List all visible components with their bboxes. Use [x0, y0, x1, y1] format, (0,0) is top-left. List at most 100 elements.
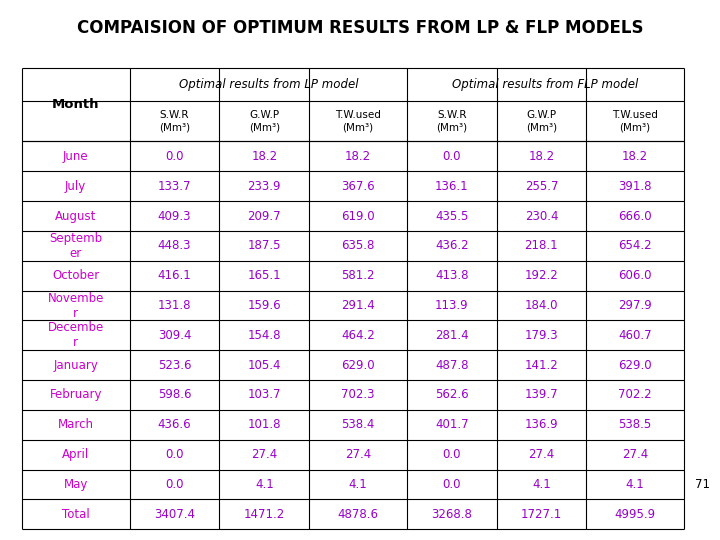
Text: 187.5: 187.5	[248, 239, 281, 252]
Text: Decembe
r: Decembe r	[48, 321, 104, 349]
Text: 209.7: 209.7	[248, 210, 281, 222]
Text: July: July	[65, 180, 86, 193]
Text: 367.6: 367.6	[341, 180, 375, 193]
Text: 4.1: 4.1	[348, 478, 367, 491]
Text: 4878.6: 4878.6	[338, 508, 379, 521]
Text: Septemb
er: Septemb er	[49, 232, 102, 260]
Text: 165.1: 165.1	[248, 269, 281, 282]
Text: T.W.used
(Mm³): T.W.used (Mm³)	[335, 111, 381, 132]
Text: October: October	[52, 269, 99, 282]
Text: 435.5: 435.5	[435, 210, 469, 222]
Text: G.W.P
(Mm³): G.W.P (Mm³)	[526, 111, 557, 132]
Text: 136.9: 136.9	[525, 418, 558, 431]
Text: 105.4: 105.4	[248, 359, 281, 372]
Text: 27.4: 27.4	[251, 448, 277, 461]
Text: S.W.R
(Mm³): S.W.R (Mm³)	[159, 111, 190, 132]
Text: 230.4: 230.4	[525, 210, 558, 222]
Text: 562.6: 562.6	[435, 388, 469, 401]
Text: 3407.4: 3407.4	[154, 508, 195, 521]
Text: 0.0: 0.0	[166, 478, 184, 491]
Text: 391.8: 391.8	[618, 180, 652, 193]
Text: 133.7: 133.7	[158, 180, 192, 193]
Text: S.W.R
(Mm³): S.W.R (Mm³)	[436, 111, 467, 132]
Text: 27.4: 27.4	[622, 448, 648, 461]
Text: 218.1: 218.1	[525, 239, 558, 252]
Text: 0.0: 0.0	[443, 150, 461, 163]
Text: 654.2: 654.2	[618, 239, 652, 252]
Text: Total: Total	[62, 508, 89, 521]
Text: January: January	[53, 359, 98, 372]
Text: 401.7: 401.7	[435, 418, 469, 431]
Text: 538.4: 538.4	[341, 418, 374, 431]
Text: 464.2: 464.2	[341, 329, 375, 342]
Text: February: February	[50, 388, 102, 401]
Text: 141.2: 141.2	[525, 359, 558, 372]
Text: 18.2: 18.2	[622, 150, 648, 163]
Text: 0.0: 0.0	[443, 478, 461, 491]
Text: 184.0: 184.0	[525, 299, 558, 312]
Text: 598.6: 598.6	[158, 388, 192, 401]
Text: April: April	[62, 448, 89, 461]
Text: Novembe
r: Novembe r	[48, 292, 104, 320]
Text: 619.0: 619.0	[341, 210, 375, 222]
Text: 538.5: 538.5	[618, 418, 652, 431]
Text: 629.0: 629.0	[341, 359, 375, 372]
Text: Month: Month	[52, 98, 99, 111]
Text: 101.8: 101.8	[248, 418, 281, 431]
Text: 131.8: 131.8	[158, 299, 192, 312]
Text: 4.1: 4.1	[626, 478, 644, 491]
Text: 416.1: 416.1	[158, 269, 192, 282]
Text: 436.6: 436.6	[158, 418, 192, 431]
Text: 18.2: 18.2	[528, 150, 554, 163]
Text: T.W.used
(Mm³): T.W.used (Mm³)	[612, 111, 658, 132]
Text: 413.8: 413.8	[435, 269, 469, 282]
Text: Optimal results from LP model: Optimal results from LP model	[179, 78, 358, 91]
Text: 3268.8: 3268.8	[431, 508, 472, 521]
Text: 0.0: 0.0	[166, 448, 184, 461]
Text: 192.2: 192.2	[525, 269, 558, 282]
Text: 1727.1: 1727.1	[521, 508, 562, 521]
Text: 281.4: 281.4	[435, 329, 469, 342]
Text: 113.9: 113.9	[435, 299, 469, 312]
Text: 18.2: 18.2	[251, 150, 277, 163]
Text: 666.0: 666.0	[618, 210, 652, 222]
Text: 0.0: 0.0	[166, 150, 184, 163]
Text: 233.9: 233.9	[248, 180, 281, 193]
Text: 27.4: 27.4	[345, 448, 371, 461]
Text: March: March	[58, 418, 94, 431]
Text: G.W.P
(Mm³): G.W.P (Mm³)	[248, 111, 280, 132]
Text: 179.3: 179.3	[525, 329, 558, 342]
Text: 436.2: 436.2	[435, 239, 469, 252]
Text: 154.8: 154.8	[248, 329, 281, 342]
Text: 27.4: 27.4	[528, 448, 554, 461]
Text: May: May	[63, 478, 88, 491]
Text: COMPAISION OF OPTIMUM RESULTS FROM LP & FLP MODELS: COMPAISION OF OPTIMUM RESULTS FROM LP & …	[77, 19, 643, 37]
Text: 1471.2: 1471.2	[243, 508, 285, 521]
Text: 71: 71	[695, 478, 709, 491]
Text: 159.6: 159.6	[248, 299, 281, 312]
Text: 255.7: 255.7	[525, 180, 558, 193]
Text: 448.3: 448.3	[158, 239, 192, 252]
Text: 4.1: 4.1	[532, 478, 551, 491]
Text: Optimal results from FLP model: Optimal results from FLP model	[452, 78, 639, 91]
Text: 18.2: 18.2	[345, 150, 371, 163]
Text: 4.1: 4.1	[255, 478, 274, 491]
Text: 409.3: 409.3	[158, 210, 192, 222]
Text: 523.6: 523.6	[158, 359, 192, 372]
Text: 581.2: 581.2	[341, 269, 374, 282]
Text: 487.8: 487.8	[435, 359, 469, 372]
Text: 606.0: 606.0	[618, 269, 652, 282]
Text: 139.7: 139.7	[525, 388, 558, 401]
Text: June: June	[63, 150, 89, 163]
Text: 309.4: 309.4	[158, 329, 192, 342]
Text: 0.0: 0.0	[443, 448, 461, 461]
Text: 291.4: 291.4	[341, 299, 375, 312]
Text: 702.3: 702.3	[341, 388, 374, 401]
Text: 702.2: 702.2	[618, 388, 652, 401]
Text: 629.0: 629.0	[618, 359, 652, 372]
Text: 297.9: 297.9	[618, 299, 652, 312]
Text: 103.7: 103.7	[248, 388, 281, 401]
Text: August: August	[55, 210, 96, 222]
Text: 136.1: 136.1	[435, 180, 469, 193]
Text: 460.7: 460.7	[618, 329, 652, 342]
